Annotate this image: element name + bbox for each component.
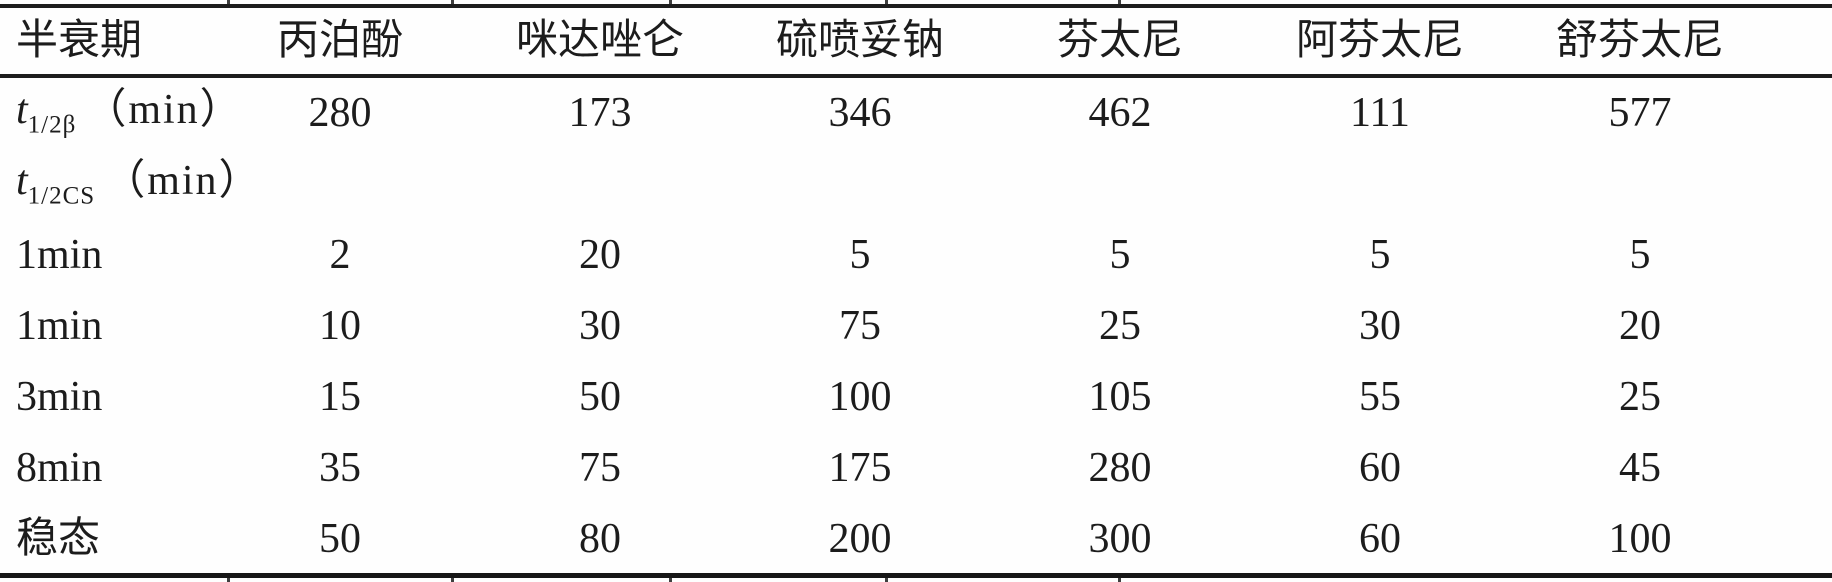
cell-value: 15 xyxy=(319,374,361,420)
cell-value: 75 xyxy=(579,445,621,491)
column-header: 阿芬太尼 xyxy=(1295,18,1464,64)
half-life-subscript: 1/2β xyxy=(27,111,77,139)
cell-value: 346 xyxy=(828,90,892,136)
cell-value: 280 xyxy=(1088,445,1152,491)
column-header: 丙泊酚 xyxy=(276,18,403,64)
cell-value: 60 xyxy=(1359,445,1401,491)
column-boundary-tick xyxy=(227,0,230,4)
cell-value: 55 xyxy=(1359,374,1401,420)
cell-value: 5 xyxy=(849,232,871,278)
cell-value xyxy=(1510,145,1770,216)
table-bottom-rule xyxy=(0,573,1832,578)
cell-value: 105 xyxy=(1088,374,1152,420)
cell-value: 173 xyxy=(568,90,632,136)
cell-value xyxy=(1250,145,1510,216)
cell-value: 5 xyxy=(1629,232,1651,278)
cell-value: 45 xyxy=(1619,445,1661,491)
cell-value: 100 xyxy=(1608,516,1672,562)
column-header: 咪达唑仑 xyxy=(515,18,684,64)
table-row: t1/2CS （min） xyxy=(8,145,1770,216)
cell-value: 10 xyxy=(319,303,361,349)
table-row: 8min 35 75 175 280 60 45 xyxy=(8,429,1770,500)
unit-label: （min） xyxy=(103,157,263,204)
cell-value: 30 xyxy=(579,303,621,349)
row-label: 1min xyxy=(16,232,103,278)
row-label: 8min xyxy=(16,445,103,491)
column-boundary-tick xyxy=(885,0,888,4)
cell-value: 300 xyxy=(1088,516,1152,562)
cell-value: 175 xyxy=(828,445,892,491)
cell-value: 577 xyxy=(1608,90,1672,136)
cell-value: 200 xyxy=(828,516,892,562)
table-row: 3min 15 50 100 105 55 25 xyxy=(8,358,1770,429)
half-life-table: 半衰期 丙泊酚 咪达唑仑 硫喷妥钠 芬太尼 阿芬太尼 舒芬太尼 t1/2β （min） 280 1… xyxy=(8,8,1770,571)
cell-value xyxy=(730,145,990,216)
cell-value: 20 xyxy=(1619,303,1661,349)
cell-value: 100 xyxy=(828,374,892,420)
row-label: t1/2β （min） xyxy=(8,74,242,145)
cell-value: 50 xyxy=(579,374,621,420)
table-row: 1min 10 30 75 25 30 20 xyxy=(8,287,1770,358)
column-boundary-tick xyxy=(1118,0,1121,4)
cell-value: 75 xyxy=(839,303,881,349)
row-label: 稳态 xyxy=(16,516,101,562)
column-header: 舒芬太尼 xyxy=(1555,18,1724,64)
cell-value: 111 xyxy=(1350,90,1410,136)
row-header-title: 半衰期 xyxy=(16,18,143,64)
cell-value xyxy=(990,145,1250,216)
row-label: 1min xyxy=(16,303,103,349)
table-header: 半衰期 丙泊酚 咪达唑仑 硫喷妥钠 芬太尼 阿芬太尼 舒芬太尼 xyxy=(8,8,1770,74)
row-label: 3min xyxy=(16,374,103,420)
column-boundary-tick xyxy=(451,578,454,582)
table-header-rule xyxy=(0,74,1832,78)
column-boundary-tick xyxy=(1118,578,1121,582)
column-header: 芬太尼 xyxy=(1056,18,1183,64)
cell-value: 280 xyxy=(308,90,372,136)
column-header: 硫喷妥钠 xyxy=(775,18,944,64)
half-life-symbol: t xyxy=(16,157,28,204)
table-top-rule xyxy=(0,4,1832,8)
unit-label: （min） xyxy=(84,86,244,133)
column-boundary-tick xyxy=(227,578,230,582)
row-label: t1/2CS （min） xyxy=(8,145,261,216)
cell-value: 80 xyxy=(579,516,621,562)
cell-value: 35 xyxy=(319,445,361,491)
column-boundary-tick xyxy=(669,578,672,582)
half-life-subscript: 1/2CS xyxy=(27,182,96,210)
cell-value: 462 xyxy=(1088,90,1152,136)
cell-value: 5 xyxy=(1369,232,1391,278)
table-row: 稳态 50 80 200 300 60 100 xyxy=(8,500,1770,571)
column-boundary-tick xyxy=(669,0,672,4)
cell-value: 30 xyxy=(1359,303,1401,349)
table-body: t1/2β （min） 280 173 346 462 111 577 t1/2CS （min） 1… xyxy=(8,74,1770,571)
cell-value: 25 xyxy=(1099,303,1141,349)
cell-value: 60 xyxy=(1359,516,1401,562)
column-boundary-tick xyxy=(885,578,888,582)
table-row: t1/2β （min） 280 173 346 462 111 577 xyxy=(8,74,1770,145)
cell-value xyxy=(470,145,730,216)
table-row: 1min 2 20 5 5 5 5 xyxy=(8,216,1770,287)
header-row: 半衰期 丙泊酚 咪达唑仑 硫喷妥钠 芬太尼 阿芬太尼 舒芬太尼 xyxy=(8,8,1770,74)
cell-value: 25 xyxy=(1619,374,1661,420)
cell-value: 2 xyxy=(329,232,351,278)
cell-value: 20 xyxy=(579,232,621,278)
cell-value: 50 xyxy=(319,516,361,562)
cell-value: 5 xyxy=(1109,232,1131,278)
column-boundary-tick xyxy=(451,0,454,4)
half-life-symbol: t xyxy=(16,86,28,133)
